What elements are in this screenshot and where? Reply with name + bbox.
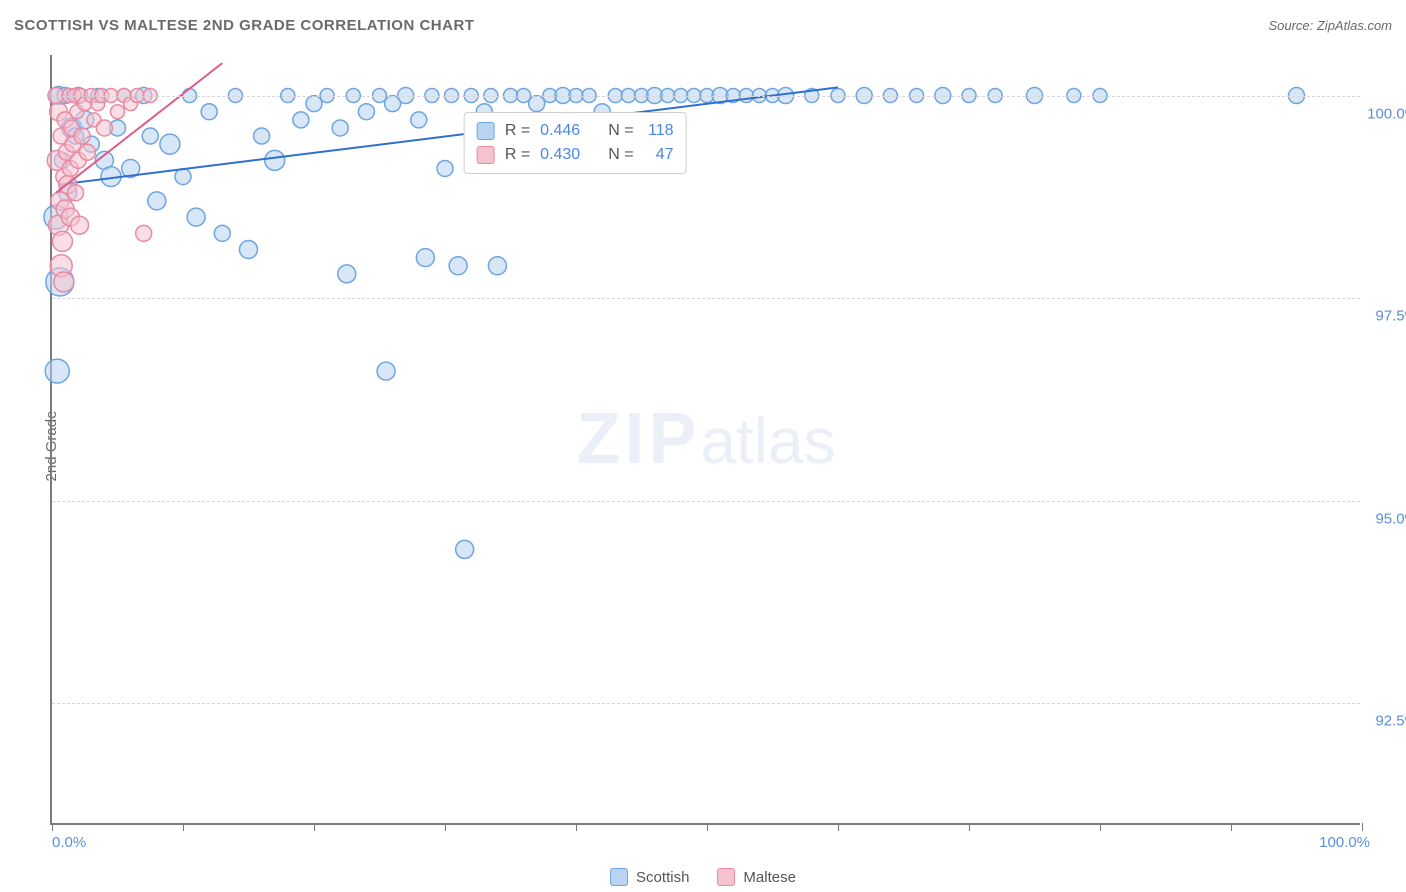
r-label: R = xyxy=(505,143,530,167)
maltese-point[interactable] xyxy=(136,225,152,241)
legend-label: Maltese xyxy=(743,869,796,886)
scottish-legend-swatch-icon xyxy=(610,868,628,886)
n-label: N = xyxy=(608,143,633,167)
r-label: R = xyxy=(505,119,530,143)
scottish-point[interactable] xyxy=(148,192,166,210)
n-value: 47 xyxy=(644,143,674,167)
maltese-point[interactable] xyxy=(52,231,72,251)
y-tick-label: 92.5% xyxy=(1366,713,1406,730)
scottish-point[interactable] xyxy=(201,104,217,120)
x-tick xyxy=(838,823,839,831)
bottom-legend: Scottish Maltese xyxy=(610,868,796,886)
title-bar: SCOTTISH VS MALTESE 2ND GRADE CORRELATIO… xyxy=(0,0,1406,40)
chart-title: SCOTTISH VS MALTESE 2ND GRADE CORRELATIO… xyxy=(14,17,474,34)
x-tick xyxy=(707,823,708,831)
scottish-swatch-icon xyxy=(477,122,495,140)
maltese-point[interactable] xyxy=(79,144,95,160)
r-value: 0.446 xyxy=(540,119,580,143)
y-tick-label: 100.0% xyxy=(1366,105,1406,122)
x-tick xyxy=(1362,823,1363,831)
scottish-point[interactable] xyxy=(214,225,230,241)
scottish-point[interactable] xyxy=(437,160,453,176)
scottish-point[interactable] xyxy=(416,249,434,267)
plot-svg xyxy=(52,55,1360,823)
r-value: 0.430 xyxy=(540,143,580,167)
scottish-point[interactable] xyxy=(338,265,356,283)
stats-box: R = 0.446 N = 118 R = 0.430 N = 47 xyxy=(464,112,687,174)
x-tick xyxy=(314,823,315,831)
x-tick xyxy=(576,823,577,831)
stats-row-scottish: R = 0.446 N = 118 xyxy=(477,119,674,143)
source-label: Source: ZipAtlas.com xyxy=(1268,18,1392,33)
x-axis-max-label: 100.0% xyxy=(1319,834,1370,851)
scottish-point[interactable] xyxy=(45,359,69,383)
scottish-point[interactable] xyxy=(456,540,474,558)
scottish-point[interactable] xyxy=(160,134,180,154)
scottish-point[interactable] xyxy=(142,128,158,144)
y-tick-label: 97.5% xyxy=(1366,308,1406,325)
legend-label: Scottish xyxy=(636,869,689,886)
scottish-point[interactable] xyxy=(529,96,545,112)
scottish-point[interactable] xyxy=(449,257,467,275)
chart-container: SCOTTISH VS MALTESE 2ND GRADE CORRELATIO… xyxy=(0,0,1406,892)
maltese-point[interactable] xyxy=(96,120,112,136)
x-tick xyxy=(969,823,970,831)
scottish-point[interactable] xyxy=(377,362,395,380)
x-tick xyxy=(52,823,53,831)
maltese-swatch-icon xyxy=(477,146,495,164)
x-tick xyxy=(183,823,184,831)
scottish-point[interactable] xyxy=(306,96,322,112)
scottish-point[interactable] xyxy=(358,104,374,120)
n-label: N = xyxy=(608,119,633,143)
legend-item-scottish[interactable]: Scottish xyxy=(610,868,689,886)
plot-area: ZIPatlas 100.0%97.5%95.0%92.5% 0.0% 100.… xyxy=(50,55,1360,825)
gridline xyxy=(52,298,1360,299)
gridline xyxy=(52,501,1360,502)
x-tick xyxy=(1100,823,1101,831)
scottish-point[interactable] xyxy=(265,150,285,170)
scottish-point[interactable] xyxy=(411,112,427,128)
scottish-point[interactable] xyxy=(187,208,205,226)
scottish-point[interactable] xyxy=(240,241,258,259)
y-tick-label: 95.0% xyxy=(1366,510,1406,527)
scottish-point[interactable] xyxy=(488,257,506,275)
maltese-point[interactable] xyxy=(74,128,90,144)
maltese-point[interactable] xyxy=(68,185,84,201)
maltese-legend-swatch-icon xyxy=(717,868,735,886)
x-axis-min-label: 0.0% xyxy=(52,834,86,851)
n-value: 118 xyxy=(644,119,674,143)
gridline xyxy=(52,703,1360,704)
scottish-point[interactable] xyxy=(293,112,309,128)
maltese-point[interactable] xyxy=(111,105,125,119)
maltese-point[interactable] xyxy=(54,272,74,292)
x-tick xyxy=(1231,823,1232,831)
scottish-point[interactable] xyxy=(175,169,191,185)
gridline xyxy=(52,96,1360,97)
scottish-point[interactable] xyxy=(254,128,270,144)
scottish-point[interactable] xyxy=(332,120,348,136)
maltese-point[interactable] xyxy=(71,216,89,234)
x-tick xyxy=(445,823,446,831)
stats-row-maltese: R = 0.430 N = 47 xyxy=(477,143,674,167)
legend-item-maltese[interactable]: Maltese xyxy=(717,868,796,886)
